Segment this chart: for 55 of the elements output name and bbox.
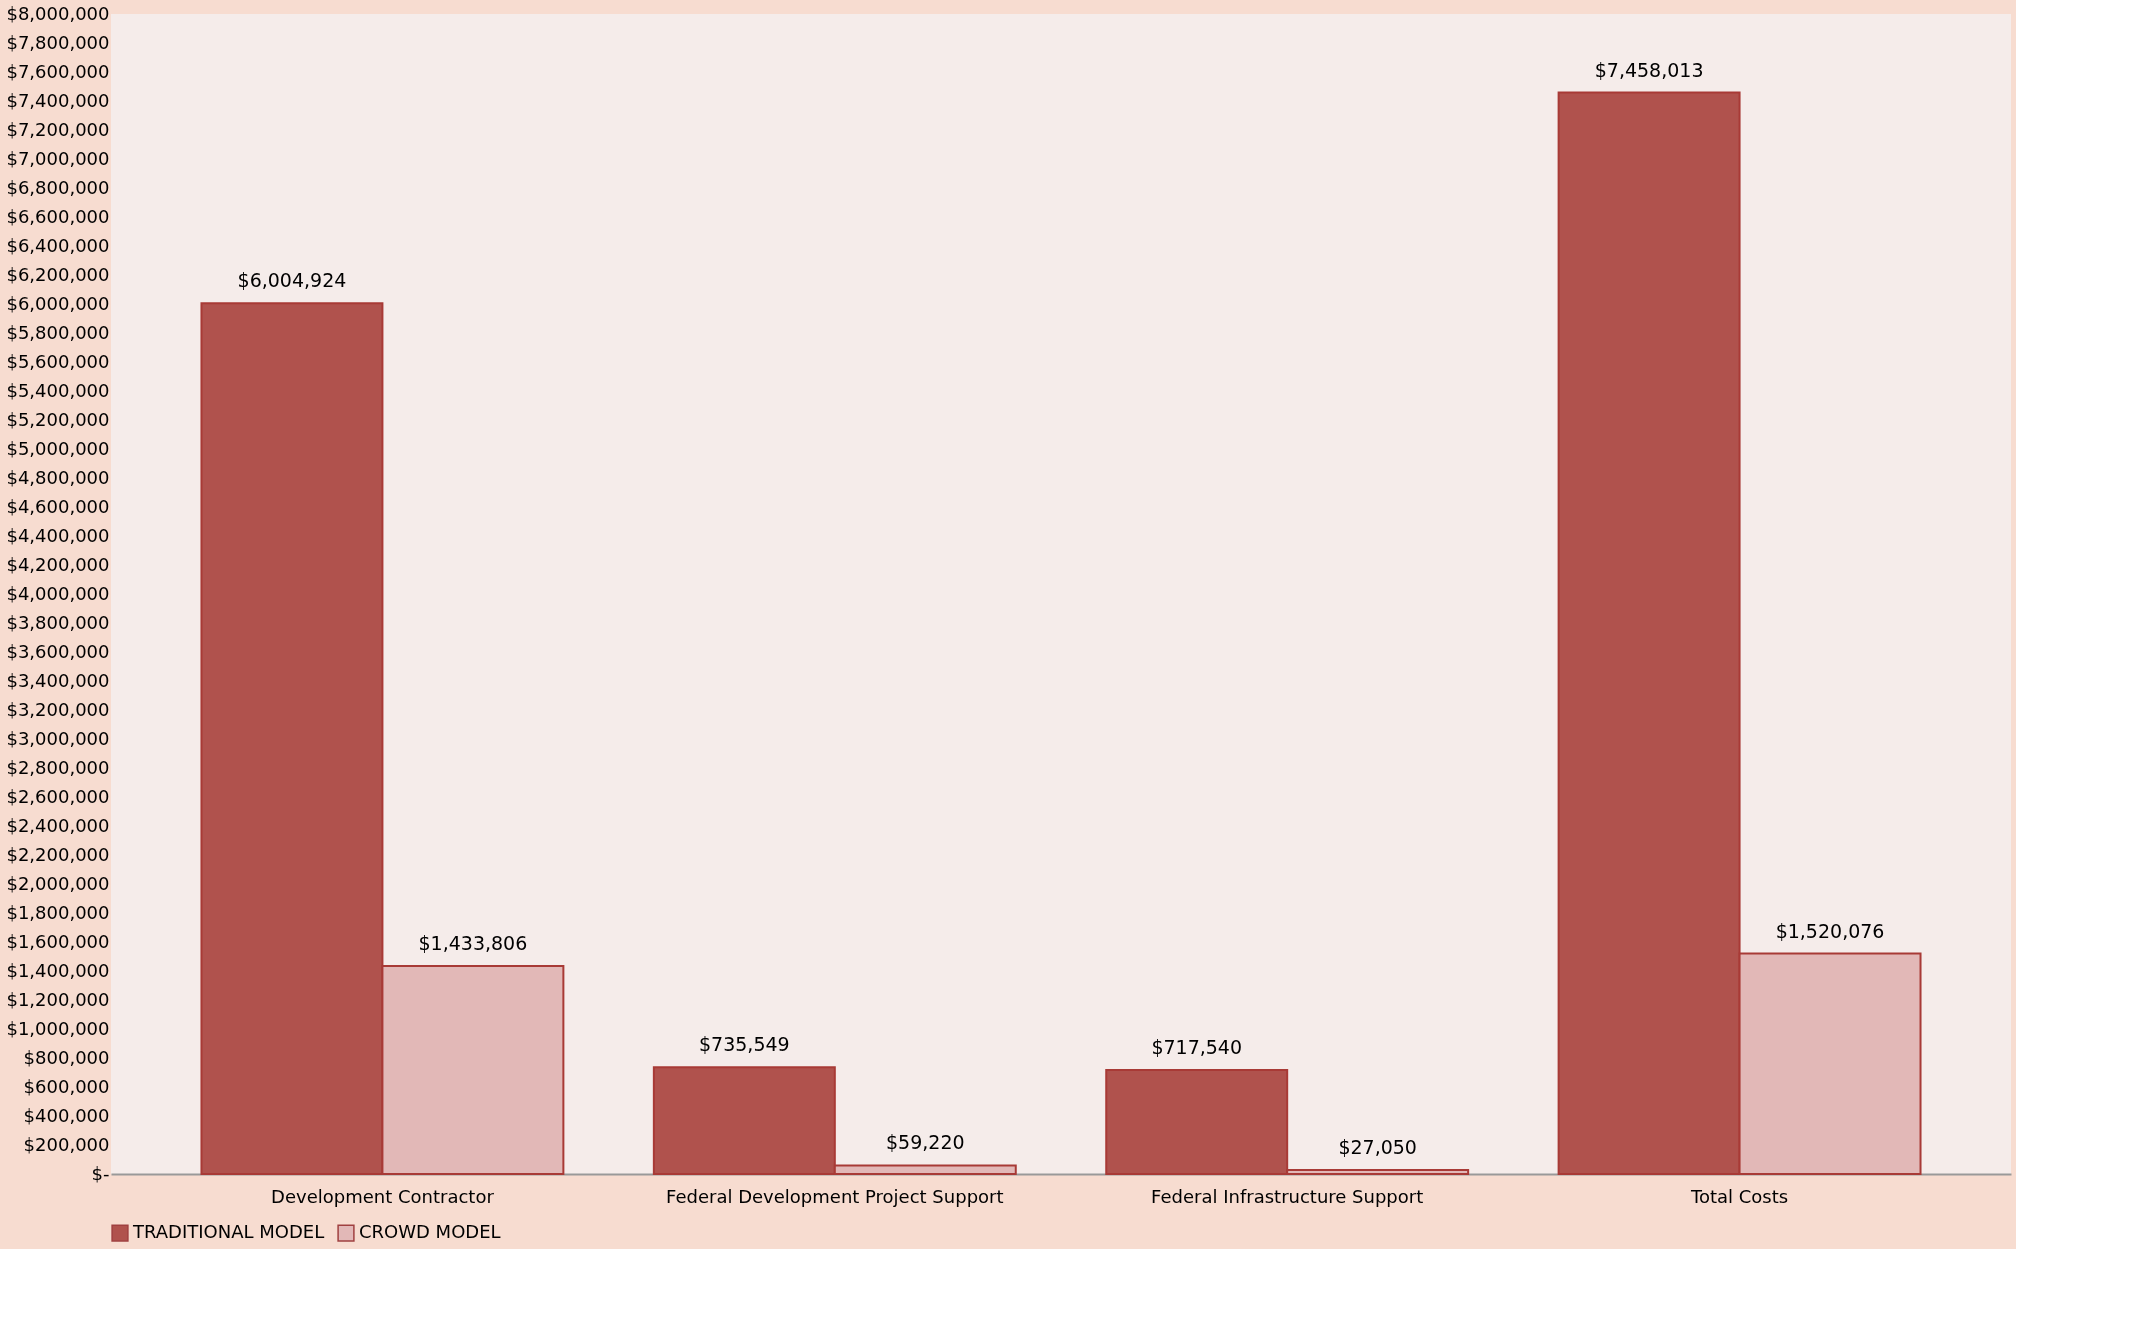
y-tick-label: $7,200,000 [6, 118, 110, 140]
x-tick-label: Development Contractor [271, 1185, 495, 1207]
data-label: $1,520,076 [1775, 919, 1885, 942]
data-label: $717,540 [1151, 1035, 1243, 1058]
y-tick-label: $3,200,000 [6, 698, 110, 720]
y-tick-label: $3,800,000 [6, 611, 110, 633]
y-tick-label: $5,200,000 [6, 408, 110, 430]
data-label: $7,458,013 [1594, 58, 1704, 81]
y-tick-label: $1,600,000 [6, 930, 110, 952]
y-tick-label: $2,600,000 [6, 785, 110, 807]
y-tick-label: $200,000 [23, 1133, 110, 1155]
legend-label: CROWD MODEL [359, 1221, 501, 1243]
y-tick-label: $8,000,000 [6, 2, 110, 24]
y-tick-label: $3,600,000 [6, 640, 110, 662]
y-tick-label: $4,800,000 [6, 466, 110, 488]
legend-label: TRADITIONAL MODEL [132, 1221, 325, 1243]
y-tick-label: $7,400,000 [6, 89, 110, 111]
y-tick-label: $4,200,000 [6, 553, 110, 575]
x-tick-label: Federal Infrastructure Support [1151, 1185, 1424, 1207]
y-tick-label: $1,200,000 [6, 988, 110, 1010]
data-label: $6,004,924 [237, 269, 347, 292]
y-tick-label: $1,000,000 [6, 1017, 110, 1039]
y-tick-label: $6,400,000 [6, 234, 110, 256]
y-tick-label: $5,000,000 [6, 437, 110, 459]
y-tick-label: $7,000,000 [6, 147, 110, 169]
data-label: $735,549 [699, 1033, 790, 1056]
y-tick-label: $4,600,000 [6, 495, 110, 517]
x-tick-label: Total Costs [1689, 1185, 1789, 1207]
y-tick-label: $6,200,000 [6, 263, 110, 285]
y-tick-label: $400,000 [23, 1104, 110, 1126]
data-label: $1,433,806 [418, 932, 528, 955]
y-tick-label: $2,000,000 [6, 872, 110, 894]
y-tick-label: $6,000,000 [6, 292, 110, 314]
y-tick-label: $3,000,000 [6, 727, 110, 749]
y-tick-label: $7,600,000 [6, 60, 110, 82]
y-tick-label: $4,000,000 [6, 582, 110, 604]
y-tick-label: $7,800,000 [6, 31, 110, 53]
data-label: $27,050 [1338, 1136, 1417, 1159]
y-tick-label: $6,600,000 [6, 205, 110, 227]
y-tick-label: $5,600,000 [6, 350, 110, 372]
y-tick-label: $6,800,000 [6, 176, 110, 198]
x-tick-label: Federal Development Project Support [666, 1185, 1004, 1207]
data-label: $59,220 [886, 1131, 965, 1154]
y-tick-label: $800,000 [23, 1046, 110, 1068]
y-tick-label: $1,800,000 [6, 901, 110, 923]
y-tick-label: $600,000 [23, 1075, 110, 1097]
y-tick-label: $2,800,000 [6, 756, 110, 778]
y-tick-label: $- [91, 1162, 110, 1184]
y-tick-label: $2,400,000 [6, 814, 110, 836]
y-tick-label: $5,400,000 [6, 379, 110, 401]
y-tick-label: $4,400,000 [6, 524, 110, 546]
y-tick-label: $1,400,000 [6, 959, 110, 981]
y-tick-label: $5,800,000 [6, 321, 110, 343]
y-tick-label: $3,400,000 [6, 669, 110, 691]
y-tick-label: $2,200,000 [6, 843, 110, 865]
